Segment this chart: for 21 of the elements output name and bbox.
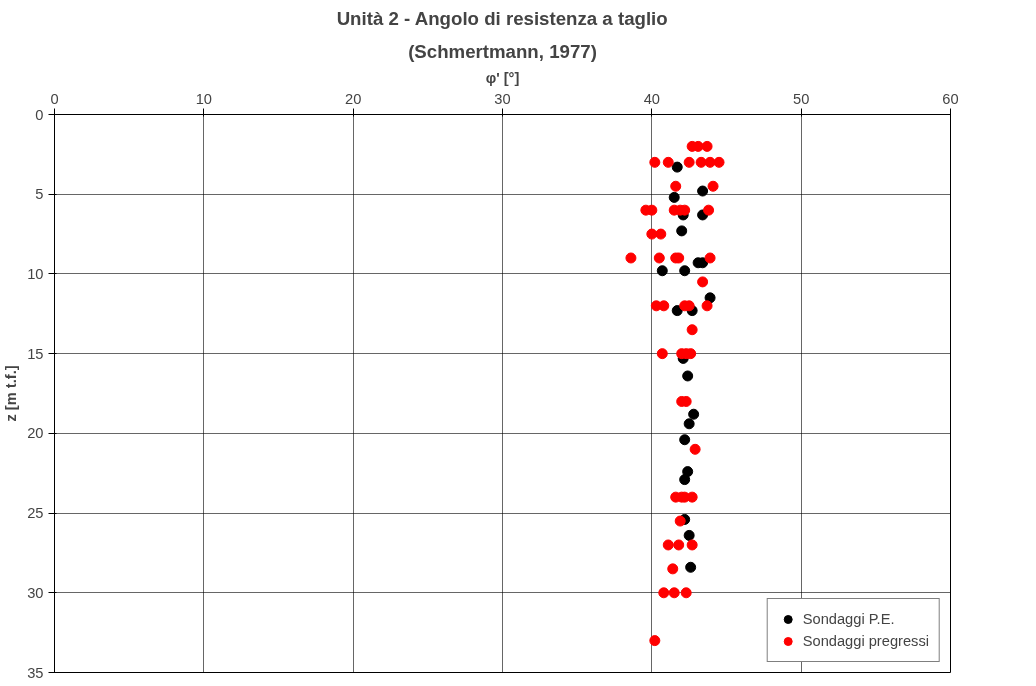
x-axis-title: φ' [°] <box>485 69 520 86</box>
y-tick-label: 20 <box>27 425 44 442</box>
x-tick-label: 40 <box>643 90 660 107</box>
x-tick-label: 60 <box>942 90 959 107</box>
y-tick-label: 0 <box>35 106 44 123</box>
legend-label: Sondaggi pregressi <box>802 633 929 649</box>
y-tick-label: 35 <box>27 664 44 681</box>
x-tick-label: 10 <box>195 90 212 107</box>
y-tick-label: 15 <box>27 345 44 362</box>
y-tick-label: 10 <box>27 265 44 282</box>
x-tick-label: 0 <box>50 90 59 107</box>
y-axis-title: z [m t.f.] <box>3 365 20 422</box>
x-tick-label: 50 <box>793 90 810 107</box>
y-tick-label: 25 <box>27 505 44 522</box>
x-tick-label: 30 <box>494 90 511 107</box>
chart-subtitle: (Schmertmann, 1977) <box>408 40 597 62</box>
y-tick-label: 5 <box>35 186 44 203</box>
y-tick-label: 30 <box>27 584 44 601</box>
chart-title: Unità 2 - Angolo di resistenza a taglio <box>336 7 668 29</box>
legend-label: Sondaggi P.E. <box>802 611 895 627</box>
x-tick-label: 20 <box>345 90 362 107</box>
